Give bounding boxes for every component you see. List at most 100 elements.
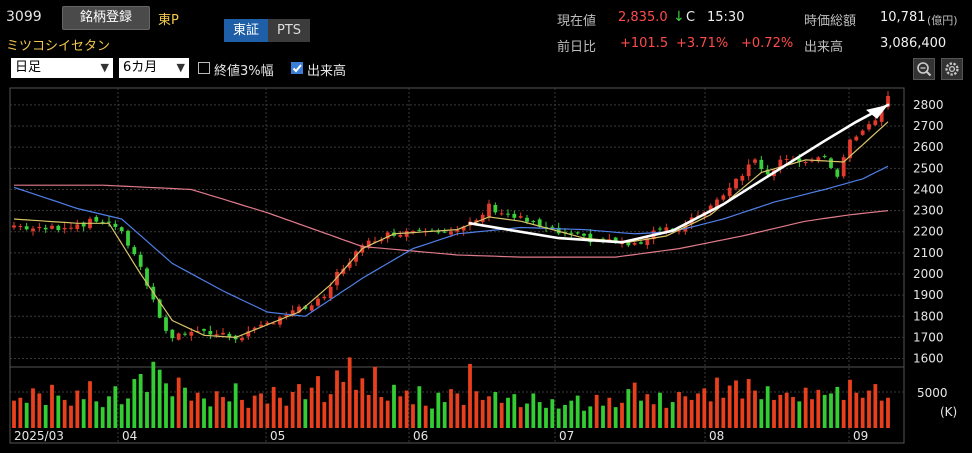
- candle-body: [721, 195, 726, 200]
- candle-body: [75, 224, 80, 230]
- candle-body: [62, 227, 67, 230]
- volume-bar: [75, 390, 80, 428]
- date-tick-label: 06: [413, 429, 428, 443]
- candle-body: [575, 232, 580, 234]
- zoom-button[interactable]: [913, 58, 935, 80]
- volume-bar: [265, 403, 270, 428]
- candle-body: [335, 271, 339, 286]
- candle-body: [734, 178, 738, 189]
- trend-annotation: [468, 103, 890, 244]
- volume-bar: [164, 383, 168, 428]
- date-tick-label: 04: [122, 429, 137, 443]
- candle-body: [24, 226, 29, 230]
- volume-bar: [18, 397, 23, 428]
- candle-body: [100, 221, 105, 223]
- candle-body: [183, 333, 187, 335]
- volume-checkbox[interactable]: [291, 62, 303, 74]
- chart-frame: [9, 87, 905, 444]
- volume-bar: [233, 383, 238, 428]
- volume-bar: [544, 407, 548, 428]
- candle-body: [50, 225, 54, 229]
- volume-bar: [354, 389, 358, 428]
- period-type-select[interactable]: 日足 ▼: [11, 58, 113, 78]
- volume-bar: [461, 404, 466, 428]
- stock-code: 3099: [6, 9, 42, 25]
- candle-body: [822, 156, 827, 158]
- volume-bar: [525, 403, 529, 428]
- volume-bar: [594, 394, 599, 428]
- candle-body: [588, 233, 593, 243]
- candle-body: [164, 317, 168, 331]
- candle-body: [347, 262, 352, 268]
- candle-body: [531, 221, 536, 223]
- price-tick-label: 2300: [913, 204, 944, 218]
- volume-bar: [601, 405, 605, 428]
- volume-bar: [442, 402, 447, 428]
- volume-bar: [411, 404, 415, 428]
- volume-bar: [651, 404, 656, 428]
- range-select[interactable]: 6カ月 ▼: [119, 58, 189, 78]
- volume-bar: [740, 398, 745, 428]
- candle-body: [867, 124, 871, 130]
- volume-bar: [392, 384, 396, 428]
- candle-body: [69, 227, 73, 229]
- moving-averages: [13, 121, 889, 339]
- period-type-value: 日足: [15, 60, 42, 75]
- tab-pts[interactable]: PTS: [268, 19, 311, 42]
- candle-body: [645, 238, 650, 245]
- candle-body: [436, 231, 441, 233]
- volume-toggle-label: 出来高: [307, 64, 347, 79]
- volume-bar: [100, 407, 105, 428]
- candle-body: [297, 306, 301, 313]
- volume-bar: [778, 394, 783, 428]
- candle-body: [613, 237, 618, 243]
- close-band-checkbox[interactable]: [198, 62, 210, 74]
- chevron-down-icon: ▼: [176, 61, 185, 74]
- candle-body: [550, 226, 555, 228]
- volume-bar: [537, 402, 542, 428]
- volume-bar: [113, 386, 118, 428]
- candle-body: [803, 162, 808, 164]
- volume-bar: [854, 392, 859, 428]
- candle-body: [119, 227, 124, 232]
- volume-bar: [208, 406, 213, 428]
- volume-bar: [753, 390, 757, 428]
- candle-body: [759, 159, 764, 170]
- check-icon: [292, 64, 302, 73]
- volume-bar: [271, 386, 276, 428]
- volume-bar: [373, 366, 377, 428]
- volume-bar: [860, 397, 865, 428]
- settings-button[interactable]: [941, 58, 963, 80]
- stock-name: ミツコシイセタン: [6, 39, 111, 54]
- candle-body: [639, 242, 643, 244]
- volume-bar: [69, 405, 73, 428]
- market-cap-label: 時価総額: [804, 14, 857, 29]
- volume-bar: [468, 363, 472, 428]
- volume-bar: [689, 399, 694, 428]
- ma-short-line: [13, 121, 889, 339]
- candle-body: [265, 322, 270, 325]
- volume-bar: [189, 400, 194, 428]
- candle-body: [81, 222, 86, 227]
- candle-body: [284, 314, 289, 317]
- volume-bar: [727, 385, 732, 428]
- down-arrow-icon: ↓: [673, 9, 685, 25]
- volume-bar: [772, 399, 776, 428]
- candle-body: [829, 158, 833, 168]
- candle-body: [132, 247, 137, 255]
- volume-label: 出来高: [804, 40, 844, 55]
- price-tick-label: 1900: [913, 288, 944, 302]
- candle-body: [107, 221, 111, 223]
- candle-body: [385, 232, 390, 239]
- volume-bar: [417, 386, 422, 428]
- volume-bar: [620, 402, 624, 428]
- candle-body: [379, 239, 384, 242]
- candle-body: [176, 333, 181, 340]
- price-tick-label: 1700: [913, 330, 944, 344]
- volume-unit-label: (K): [940, 405, 957, 419]
- tab-tse[interactable]: 東証: [224, 19, 269, 42]
- volume-bar: [607, 397, 612, 428]
- candle-body: [658, 228, 662, 230]
- register-button[interactable]: 銘柄登録: [62, 6, 150, 30]
